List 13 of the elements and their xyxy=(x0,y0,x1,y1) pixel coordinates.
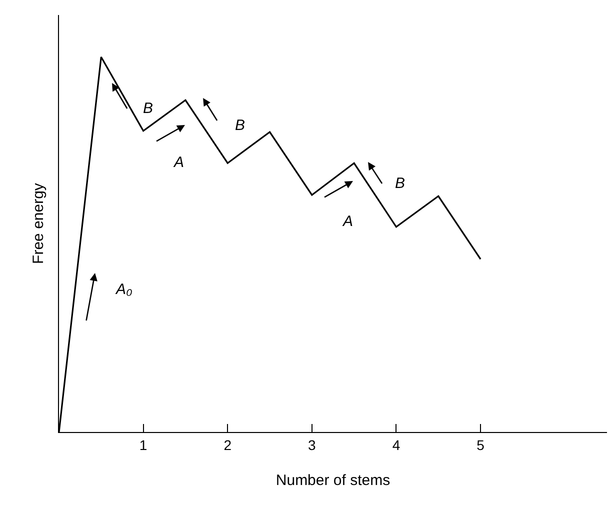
annotation: A₀ xyxy=(115,281,132,298)
x-axis-title: Number of stems xyxy=(276,472,390,489)
x-tick-label: 3 xyxy=(308,436,316,453)
annotation: A xyxy=(342,213,354,230)
annotation: B xyxy=(395,175,406,192)
annotation: B xyxy=(143,100,154,117)
x-tick-label: 2 xyxy=(224,436,232,453)
annotation: A xyxy=(173,154,184,171)
x-tick-label: 5 xyxy=(476,436,485,453)
annotation: B xyxy=(235,117,246,134)
y-axis-title: Free energy xyxy=(30,182,48,264)
x-tick-label: 1 xyxy=(139,436,148,453)
x-tick-label: 4 xyxy=(392,436,400,453)
